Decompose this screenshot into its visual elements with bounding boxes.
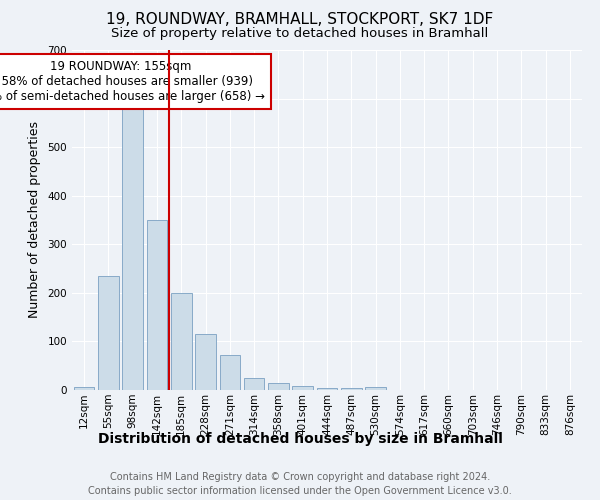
Text: 19 ROUNDWAY: 155sqm
← 58% of detached houses are smaller (939)
41% of semi-detac: 19 ROUNDWAY: 155sqm ← 58% of detached ho…: [0, 60, 265, 102]
Bar: [365, 386, 386, 390]
Bar: [195, 334, 216, 390]
Y-axis label: Number of detached properties: Number of detached properties: [28, 122, 41, 318]
Bar: [171, 293, 191, 390]
Text: Contains HM Land Registry data © Crown copyright and database right 2024.: Contains HM Land Registry data © Crown c…: [110, 472, 490, 482]
Bar: [146, 220, 167, 390]
Bar: [292, 386, 313, 390]
Text: Contains public sector information licensed under the Open Government Licence v3: Contains public sector information licen…: [88, 486, 512, 496]
Text: 19, ROUNDWAY, BRAMHALL, STOCKPORT, SK7 1DF: 19, ROUNDWAY, BRAMHALL, STOCKPORT, SK7 1…: [106, 12, 494, 28]
Text: Distribution of detached houses by size in Bramhall: Distribution of detached houses by size …: [98, 432, 502, 446]
Bar: [341, 388, 362, 390]
Bar: [317, 388, 337, 390]
Bar: [220, 355, 240, 390]
Bar: [122, 104, 143, 390]
Bar: [244, 378, 265, 390]
Text: Size of property relative to detached houses in Bramhall: Size of property relative to detached ho…: [112, 28, 488, 40]
Bar: [98, 276, 119, 390]
Bar: [74, 386, 94, 390]
Bar: [268, 382, 289, 390]
